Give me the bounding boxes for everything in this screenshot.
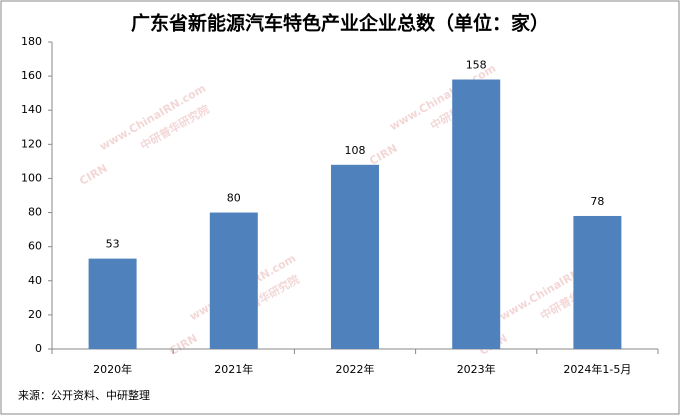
y-tick-label: 160 [21, 69, 42, 82]
x-tick-label: 2020年 [93, 362, 132, 376]
data-label: 53 [106, 238, 120, 251]
y-tick-label: 60 [28, 240, 42, 253]
x-tick-label: 2023年 [457, 362, 496, 376]
bar [452, 79, 501, 350]
y-tick-label: 140 [21, 103, 42, 116]
y-tick-label: 80 [28, 206, 42, 219]
x-tick-label: 2024年1-5月 [563, 362, 631, 376]
data-label: 108 [345, 144, 366, 157]
x-tick-label: 2021年 [214, 362, 253, 376]
y-tick-label: 100 [21, 171, 42, 184]
y-tick-label: 0 [35, 342, 42, 355]
data-label: 80 [227, 192, 241, 205]
bar [88, 258, 137, 349]
bar [331, 164, 379, 349]
data-label: 158 [466, 59, 487, 72]
data-label: 78 [590, 195, 604, 208]
chart-title: 广东省新能源汽车特色产业企业总数（单位：家） [131, 12, 549, 35]
y-tick-label: 180 [21, 35, 42, 48]
y-tick-label: 40 [28, 274, 42, 287]
y-tick-label: 20 [28, 308, 42, 321]
source-note: 来源：公开资料、中研整理 [18, 388, 150, 402]
y-tick-label: 120 [21, 137, 42, 150]
x-tick-label: 2022年 [336, 362, 375, 376]
bar [209, 212, 258, 349]
bar [573, 215, 622, 349]
